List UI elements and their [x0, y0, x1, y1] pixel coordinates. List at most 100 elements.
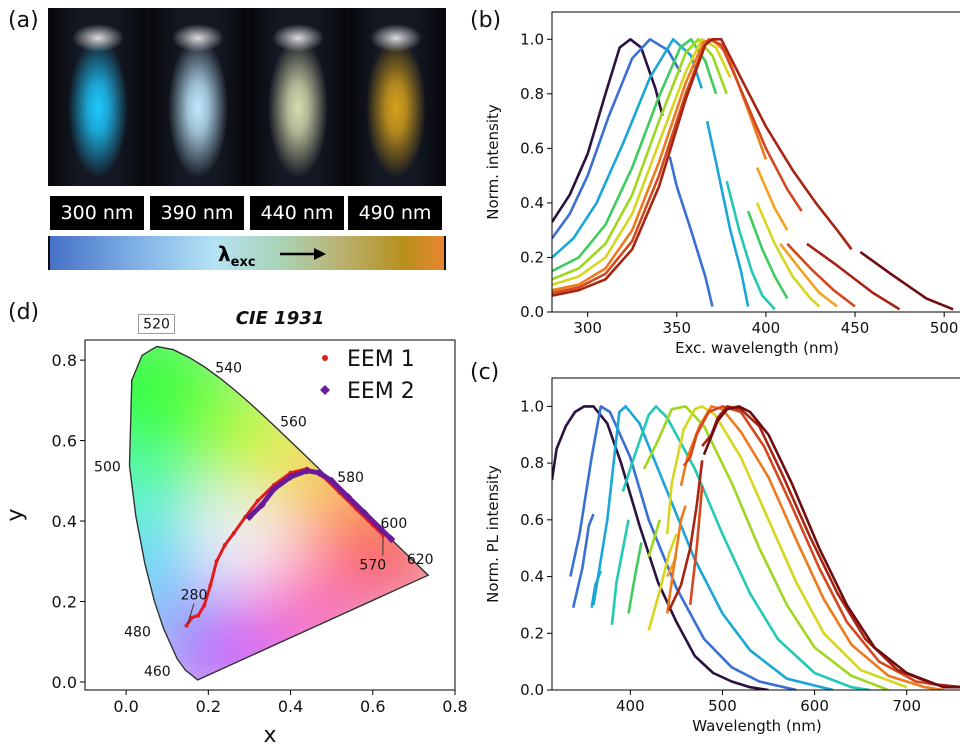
- label-390nm: 390 nm: [150, 196, 244, 230]
- spectrum-line: [668, 156, 714, 307]
- panel-a-label: (a): [8, 8, 39, 33]
- spectrum-line: [701, 405, 960, 689]
- data-point: [214, 559, 219, 564]
- locus-label: 620: [407, 552, 434, 568]
- x-axis-label: Wavelength (nm): [692, 717, 822, 735]
- spectrum-line: [590, 570, 603, 608]
- color-blob: [129, 447, 184, 530]
- x-tick-label: 300: [573, 319, 602, 337]
- spectrum-line: [786, 242, 856, 308]
- y-tick-label: 0.2: [520, 624, 544, 642]
- data-point: [360, 508, 369, 517]
- y-tick-label: 0.2: [52, 592, 77, 611]
- x-tick-label: 0.2: [196, 697, 221, 716]
- lambda-symbol: λ: [218, 242, 231, 266]
- data-point: [288, 470, 293, 475]
- x-tick-label: 450: [841, 319, 870, 337]
- locus-label: 560: [280, 415, 307, 431]
- data-point: [184, 623, 189, 628]
- locus-label: 580: [337, 470, 364, 486]
- x-tick-label: 0.6: [360, 697, 385, 716]
- y-tick-label: 0.4: [520, 568, 544, 586]
- series-eem-2: [245, 466, 396, 544]
- y-tick-label: 0.0: [52, 673, 77, 692]
- legend-label: EEM 1: [347, 347, 415, 372]
- data-point: [255, 498, 260, 503]
- data-point: [257, 500, 266, 509]
- spectrum-line: [746, 210, 789, 300]
- label-490nm: 490 nm: [348, 196, 442, 230]
- chart-title: CIE 1931: [236, 308, 325, 329]
- spectrum-line: [647, 533, 678, 631]
- vial-photo: 300 nm 390 nm 440 nm 490 nm λexc: [48, 8, 446, 270]
- plot-frame: [551, 377, 960, 691]
- locus-label: 540: [215, 361, 242, 377]
- data-point: [222, 543, 227, 548]
- spectrum-line: [705, 120, 750, 307]
- x-tick-label: 500: [708, 697, 737, 715]
- annotation-leader: [187, 603, 195, 624]
- vial-490nm: [348, 8, 444, 186]
- x-tick-label: 400: [616, 697, 645, 715]
- y-tick-label: 1.0: [520, 397, 544, 415]
- spectrum-line: [552, 405, 769, 690]
- spectrum-line: [859, 250, 954, 311]
- label-300nm: 300 nm: [50, 196, 144, 230]
- x-tick-label: 400: [752, 319, 781, 337]
- annotation-570: 570: [359, 557, 386, 573]
- locus-label: 460: [144, 664, 171, 680]
- y-tick-label: 0.8: [520, 85, 544, 103]
- spectrum-line: [552, 38, 728, 281]
- spectrum-line: [647, 519, 662, 558]
- locus-label: 480: [124, 624, 151, 640]
- y-tick-label: 0.4: [520, 194, 544, 212]
- x-tick-label: 700: [892, 697, 921, 715]
- excitation-gradient-bar: λexc: [50, 236, 444, 270]
- cie-chromaticity-chart: 0.0 0.2 0.4 0.6 0.8 0.0 0.2 0.4 0.6 0.8 x y CIE 1931…: [3, 308, 468, 748]
- data-point: [270, 484, 279, 493]
- spectrum-line: [552, 38, 853, 297]
- y-tick-label: 1.0: [520, 30, 544, 48]
- y-axis-label: Norm. intensity: [484, 104, 502, 220]
- legend-marker: [320, 385, 330, 395]
- data-point: [243, 515, 248, 520]
- data-point: [387, 535, 396, 544]
- spectrum-line: [688, 485, 704, 606]
- spectrum-line: [610, 519, 630, 625]
- lambda-exc-label: λexc: [218, 242, 256, 270]
- label-440nm: 440 nm: [250, 196, 344, 230]
- data-point: [303, 466, 311, 475]
- spectrum-line: [592, 405, 834, 690]
- spectrum-line: [806, 242, 901, 311]
- data-point: [189, 615, 194, 620]
- spectrum-line: [682, 405, 953, 689]
- spectrum-line: [642, 405, 889, 690]
- data-point: [377, 525, 385, 534]
- data-point: [245, 513, 254, 522]
- y-tick-label: 0.6: [52, 432, 77, 451]
- spectrum-line: [627, 542, 643, 614]
- data-point: [196, 613, 201, 618]
- spectrum-line: [667, 460, 704, 612]
- spectrum-line: [702, 405, 960, 689]
- color-blob: [381, 540, 429, 607]
- spectrum-line: [552, 38, 682, 240]
- locus-label: 600: [381, 516, 408, 532]
- x-tick-label: 0.0: [113, 697, 138, 716]
- spectrum-line: [725, 180, 776, 311]
- x-tick-label: 0.8: [442, 697, 467, 716]
- spectrum-line: [571, 513, 595, 608]
- x-tick-label: 350: [662, 319, 691, 337]
- locus-label-box: [138, 313, 176, 334]
- spectrum-line: [665, 405, 908, 689]
- data-point: [231, 531, 236, 536]
- excitation-label-row: 300 nm 390 nm 440 nm 490 nm: [48, 186, 446, 236]
- y-tick-label: 0.6: [520, 139, 544, 157]
- spectrum-line: [552, 38, 703, 259]
- y-tick-label: 0.6: [520, 511, 544, 529]
- y-tick-label: 0.0: [520, 681, 544, 699]
- spectrum-line: [779, 242, 838, 308]
- color-blob: [208, 512, 291, 595]
- chart-legend: EEM 1 EEM 2: [320, 347, 415, 404]
- x-tick-label: 500: [930, 319, 959, 337]
